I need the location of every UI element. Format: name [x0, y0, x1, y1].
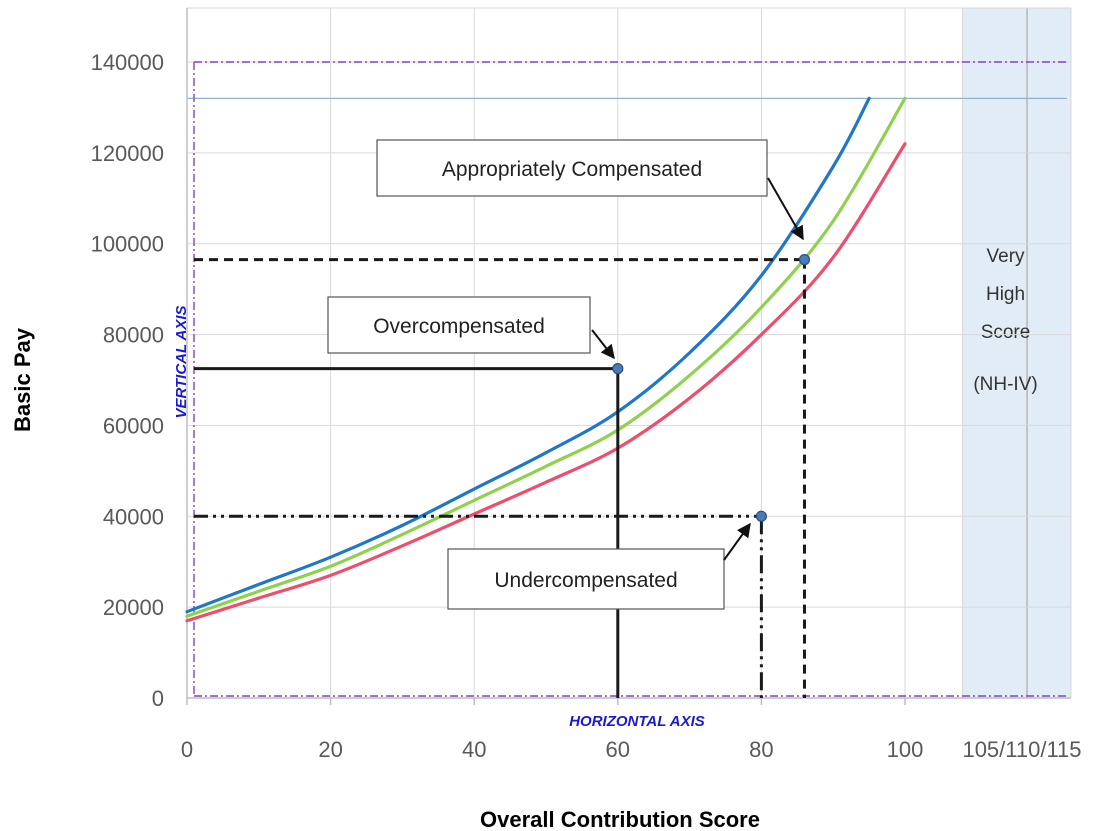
- x-tick-label: 40: [462, 737, 486, 762]
- axes: [186, 8, 1071, 705]
- guide-lines: [194, 258, 806, 698]
- y-tick-label: 100000: [91, 232, 164, 257]
- data-point: [798, 254, 811, 266]
- x-tick-label: 105/110/115: [962, 737, 1081, 762]
- y-tick-label: 60000: [103, 413, 164, 438]
- data-point: [755, 510, 768, 522]
- y-tick-label: 20000: [103, 595, 164, 620]
- horizontal-axis-annotation: HORIZONTAL AXIS: [569, 713, 705, 730]
- dash-dot-frame: [193, 61, 1067, 697]
- callout-label: Undercompensated: [494, 569, 677, 592]
- x-tick-label: 0: [181, 737, 193, 762]
- band-label-line: High: [986, 284, 1025, 305]
- x-tick-label: 100: [887, 737, 924, 762]
- y-axis-title: Basic Pay: [10, 327, 35, 432]
- callout-box: [376, 139, 768, 197]
- band-label-line: Score: [981, 322, 1031, 343]
- data-point: [612, 363, 624, 375]
- marked-points: [612, 254, 811, 522]
- callout-label: Appropriately Compensated: [442, 158, 702, 181]
- y-tick-label: 120000: [91, 141, 164, 166]
- band-label-line: (NH-IV): [973, 374, 1037, 395]
- callout-box: [447, 548, 725, 610]
- y-tick-label: 40000: [103, 504, 164, 529]
- x-tick-label: 20: [318, 737, 342, 762]
- x-tick-label: 80: [749, 737, 773, 762]
- callout-arrow: [723, 522, 751, 561]
- y-tick-label: 140000: [91, 50, 164, 75]
- x-tick-label: 60: [606, 737, 630, 762]
- vertical-axis-annotation: VERTICAL AXIS: [173, 305, 190, 418]
- callout-arrow: [767, 177, 804, 241]
- y-tick-labels: 0 20000 40000 60000 80000 100000 120000 140000: [91, 50, 164, 711]
- callout-label: Overcompensated: [373, 315, 545, 338]
- x-tick-labels: 0 20 40 60 80 100 105/110/115: [181, 737, 1082, 762]
- high-score-band: Very High Score (NH-IV): [962, 8, 1071, 698]
- y-tick-label: 80000: [103, 323, 164, 348]
- x-axis-title: Overall Contribution Score: [480, 807, 760, 831]
- band-fill: [962, 8, 1071, 698]
- callout-box: [327, 296, 591, 354]
- callouts: Appropriately Compensated Overcompensated…: [327, 139, 804, 610]
- band-label-line: Very: [987, 246, 1026, 267]
- callout-arrow: [591, 329, 615, 360]
- series-curve-1: [185, 96, 871, 614]
- y-tick-label: 0: [152, 686, 164, 711]
